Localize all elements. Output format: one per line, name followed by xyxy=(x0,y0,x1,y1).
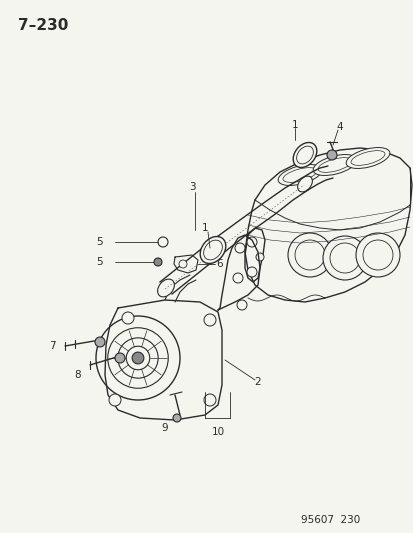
Circle shape xyxy=(158,237,168,247)
Circle shape xyxy=(255,253,263,261)
Circle shape xyxy=(132,352,144,364)
Ellipse shape xyxy=(312,155,356,175)
Circle shape xyxy=(247,237,256,247)
Circle shape xyxy=(173,414,180,422)
Ellipse shape xyxy=(203,240,222,260)
Circle shape xyxy=(235,243,244,253)
Circle shape xyxy=(355,233,399,277)
Ellipse shape xyxy=(350,151,384,165)
Text: 5: 5 xyxy=(97,237,103,247)
Circle shape xyxy=(118,338,158,378)
Circle shape xyxy=(204,314,216,326)
Text: 95607  230: 95607 230 xyxy=(300,515,359,525)
Circle shape xyxy=(96,316,180,400)
Circle shape xyxy=(154,258,161,266)
Circle shape xyxy=(178,260,187,268)
Circle shape xyxy=(107,328,168,388)
Circle shape xyxy=(109,394,121,406)
Circle shape xyxy=(326,150,336,160)
Text: 7: 7 xyxy=(49,341,55,351)
Circle shape xyxy=(126,346,150,370)
Circle shape xyxy=(362,240,392,270)
Text: 1: 1 xyxy=(201,223,208,233)
Circle shape xyxy=(204,394,216,406)
Ellipse shape xyxy=(345,148,389,168)
Circle shape xyxy=(115,353,125,363)
Circle shape xyxy=(322,236,366,280)
Ellipse shape xyxy=(297,176,312,192)
Ellipse shape xyxy=(317,158,351,172)
Ellipse shape xyxy=(292,142,316,167)
Circle shape xyxy=(294,240,324,270)
Circle shape xyxy=(95,337,105,347)
Ellipse shape xyxy=(278,165,321,185)
Text: 10: 10 xyxy=(211,427,224,437)
Text: 3: 3 xyxy=(188,182,195,192)
Text: 9: 9 xyxy=(161,423,168,433)
Ellipse shape xyxy=(200,237,225,263)
Circle shape xyxy=(236,300,247,310)
Circle shape xyxy=(287,233,331,277)
Ellipse shape xyxy=(282,168,316,182)
Circle shape xyxy=(329,243,359,273)
Circle shape xyxy=(247,267,256,277)
Text: 4: 4 xyxy=(336,122,342,132)
Ellipse shape xyxy=(296,146,313,164)
Text: 8: 8 xyxy=(74,370,81,380)
Text: 5: 5 xyxy=(97,257,103,267)
Ellipse shape xyxy=(157,279,174,297)
Text: 7–230: 7–230 xyxy=(18,18,68,33)
Text: 6: 6 xyxy=(216,259,223,269)
Text: 1: 1 xyxy=(291,120,298,130)
Circle shape xyxy=(233,273,242,283)
Text: 2: 2 xyxy=(254,377,261,387)
Circle shape xyxy=(122,312,134,324)
